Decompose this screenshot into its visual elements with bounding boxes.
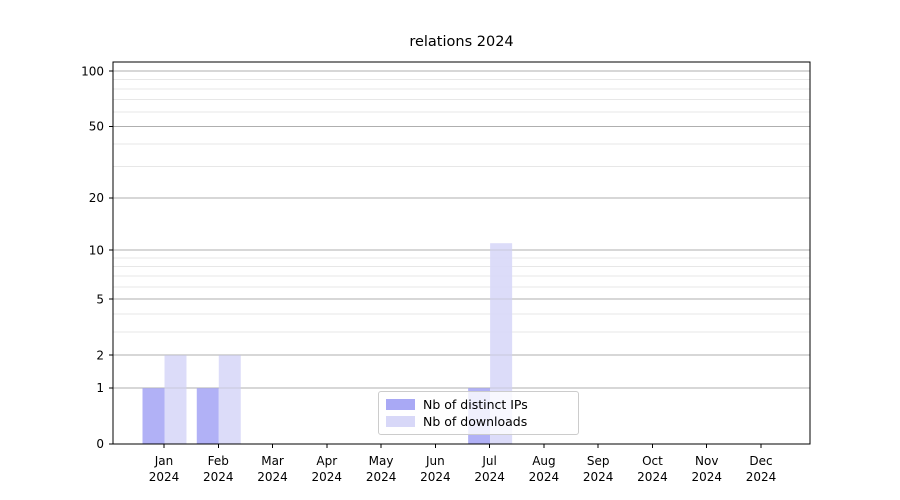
y-tick-label: 20 bbox=[89, 191, 104, 205]
x-tick-label-month: Mar bbox=[261, 454, 284, 468]
y-tick-label: 100 bbox=[81, 64, 104, 78]
bar-downloads-feb bbox=[218, 355, 241, 444]
x-tick-label-year: 2024 bbox=[691, 470, 722, 484]
x-tick-label-year: 2024 bbox=[583, 470, 614, 484]
x-tick-label-month: Apr bbox=[316, 454, 337, 468]
x-tick-label-month: Feb bbox=[208, 454, 229, 468]
bar-downloads-jan bbox=[164, 355, 187, 444]
y-tick-label: 50 bbox=[89, 119, 104, 133]
bar-distinct-ips-feb bbox=[196, 387, 219, 444]
x-tick-label-year: 2024 bbox=[366, 470, 397, 484]
y-tick-label: 10 bbox=[89, 243, 104, 257]
x-tick-label-year: 2024 bbox=[420, 470, 451, 484]
legend: Nb of distinct IPs Nb of downloads bbox=[378, 391, 579, 435]
x-tick-label-month: Oct bbox=[642, 454, 663, 468]
y-tick-label: 0 bbox=[96, 437, 104, 451]
legend-label-downloads: Nb of downloads bbox=[423, 414, 528, 429]
x-tick-label-year: 2024 bbox=[149, 470, 180, 484]
y-tick-label: 5 bbox=[96, 292, 104, 306]
x-tick-label-month: Jul bbox=[481, 454, 496, 468]
x-tick-label-month: Aug bbox=[532, 454, 555, 468]
y-tick-label: 1 bbox=[96, 381, 104, 395]
legend-item-distinct-ips: Nb of distinct IPs bbox=[386, 396, 570, 413]
x-tick-label-month: Dec bbox=[749, 454, 772, 468]
x-tick-label-month: Jan bbox=[154, 454, 174, 468]
legend-item-downloads: Nb of downloads bbox=[386, 413, 570, 430]
x-tick-label-year: 2024 bbox=[203, 470, 234, 484]
x-tick-label-month: Jun bbox=[425, 454, 445, 468]
plot-border bbox=[112, 61, 811, 445]
x-tick-label-year: 2024 bbox=[257, 470, 288, 484]
bar-distinct-ips-jan bbox=[142, 387, 165, 444]
x-tick-label-year: 2024 bbox=[312, 470, 343, 484]
chart-title: relations 2024 bbox=[409, 34, 514, 50]
x-tick-label-month: Nov bbox=[695, 454, 718, 468]
x-tick-label-year: 2024 bbox=[746, 470, 777, 484]
y-tick-label: 2 bbox=[96, 348, 104, 362]
legend-swatch-downloads bbox=[386, 416, 415, 427]
x-tick-label-year: 2024 bbox=[474, 470, 505, 484]
x-tick-label-year: 2024 bbox=[529, 470, 560, 484]
legend-label-distinct-ips: Nb of distinct IPs bbox=[423, 397, 528, 412]
x-tick-label-month: Sep bbox=[587, 454, 610, 468]
legend-swatch-distinct-ips bbox=[386, 399, 415, 410]
x-tick-label-month: May bbox=[369, 454, 394, 468]
x-tick-label-year: 2024 bbox=[637, 470, 668, 484]
